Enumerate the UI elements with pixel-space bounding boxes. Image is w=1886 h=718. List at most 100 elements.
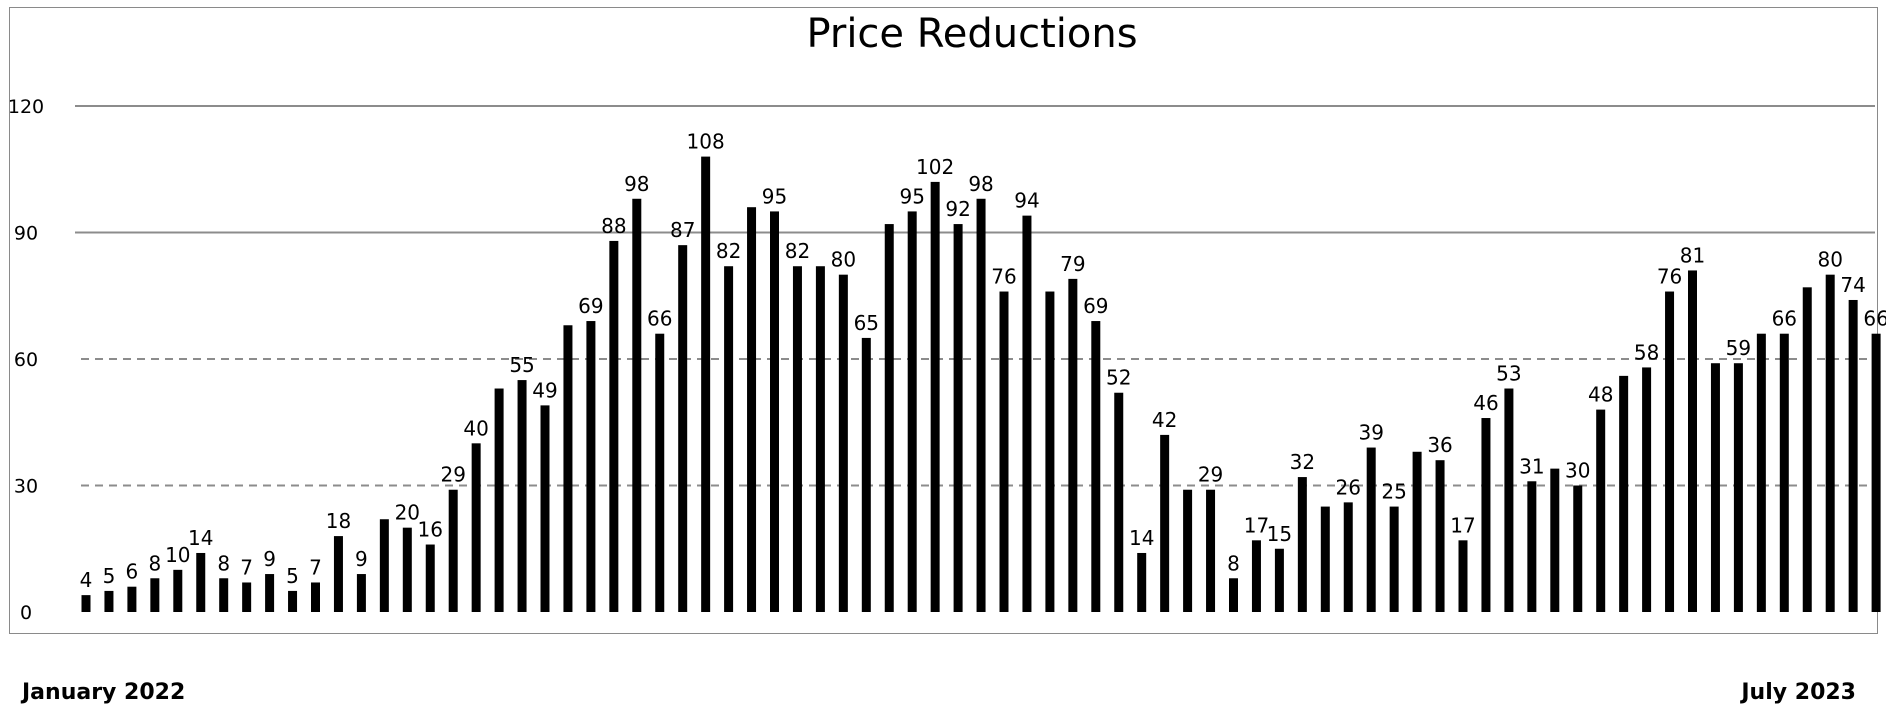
data-label: 87 xyxy=(670,218,695,242)
data-label: 8 xyxy=(148,551,161,575)
data-label: 95 xyxy=(762,184,787,208)
data-label: 30 xyxy=(1565,459,1590,483)
bar xyxy=(517,380,527,612)
data-label: 76 xyxy=(1657,265,1682,289)
bar xyxy=(242,582,252,612)
bar xyxy=(563,325,573,612)
data-label: 26 xyxy=(1336,475,1361,499)
bar xyxy=(1481,418,1491,612)
bar xyxy=(1297,477,1307,612)
bar xyxy=(724,266,734,612)
data-label: 10 xyxy=(165,543,190,567)
data-label: 66 xyxy=(1772,307,1797,331)
data-label: 82 xyxy=(716,239,741,263)
data-label: 76 xyxy=(991,265,1016,289)
data-label: 80 xyxy=(831,248,856,272)
data-label: 98 xyxy=(968,172,993,196)
bar xyxy=(1665,291,1675,612)
data-label: 52 xyxy=(1106,366,1131,390)
data-label: 8 xyxy=(217,551,230,575)
chart-title: Price Reductions xyxy=(806,11,1137,57)
data-label: 66 xyxy=(647,307,672,331)
bar xyxy=(1114,392,1124,612)
data-label: 42 xyxy=(1152,408,1177,432)
bar xyxy=(1848,299,1858,612)
data-label: 108 xyxy=(687,130,725,154)
bar xyxy=(701,156,711,612)
bar xyxy=(1710,363,1720,612)
bar xyxy=(838,274,848,612)
data-label: 15 xyxy=(1267,522,1292,546)
bar xyxy=(861,337,871,612)
y-tick-label: 0 xyxy=(20,602,32,624)
bar xyxy=(1229,578,1238,612)
data-label: 8 xyxy=(1227,551,1240,575)
bar xyxy=(1320,506,1330,612)
data-label: 69 xyxy=(578,294,603,318)
bar xyxy=(907,211,917,613)
bar xyxy=(609,240,619,612)
data-label: 53 xyxy=(1496,362,1521,386)
bar xyxy=(104,590,114,612)
bar xyxy=(1642,367,1652,612)
data-label: 9 xyxy=(355,547,368,571)
bar xyxy=(1802,287,1812,612)
y-tick-label: 120 xyxy=(8,96,44,118)
bar xyxy=(540,405,550,612)
data-label: 48 xyxy=(1588,383,1613,407)
bar xyxy=(1068,278,1078,612)
data-label: 7 xyxy=(309,555,322,579)
bar xyxy=(678,245,688,612)
data-label: 80 xyxy=(1817,248,1842,272)
data-label: 9 xyxy=(263,547,276,571)
data-label: 4 xyxy=(80,568,93,592)
data-label: 20 xyxy=(395,501,420,525)
data-label: 14 xyxy=(1129,526,1154,550)
bars xyxy=(81,156,1881,613)
bar xyxy=(448,489,458,612)
bar xyxy=(655,333,665,612)
data-label: 31 xyxy=(1519,454,1544,478)
bar xyxy=(1366,447,1376,612)
bar xyxy=(1458,540,1468,612)
bar xyxy=(425,544,435,612)
bar xyxy=(402,527,412,612)
end-date-label: July 2023 xyxy=(1741,680,1856,705)
bar xyxy=(288,590,298,612)
data-label: 29 xyxy=(440,463,465,487)
data-label: 74 xyxy=(1840,273,1865,297)
data-label: 65 xyxy=(854,311,879,335)
bar xyxy=(1527,481,1537,612)
bar xyxy=(1756,333,1766,612)
data-label: 81 xyxy=(1680,243,1705,267)
data-label: 88 xyxy=(601,214,626,238)
bar xyxy=(494,388,504,612)
data-label: 6 xyxy=(126,560,139,584)
data-label: 25 xyxy=(1381,480,1406,504)
bar xyxy=(173,569,183,612)
bar xyxy=(1435,460,1445,612)
data-label: 46 xyxy=(1473,391,1498,415)
data-label: 5 xyxy=(286,564,299,588)
y-tick-label: 30 xyxy=(14,476,38,498)
bar xyxy=(1825,274,1835,612)
bar xyxy=(770,211,779,613)
data-label: 55 xyxy=(509,353,534,377)
data-label: 58 xyxy=(1634,340,1659,364)
data-label: 98 xyxy=(624,172,649,196)
data-label: 66 xyxy=(1863,307,1886,331)
bar xyxy=(196,552,206,612)
data-label: 18 xyxy=(326,509,351,533)
bar xyxy=(1389,506,1399,612)
y-tick-label: 60 xyxy=(14,349,38,371)
bar xyxy=(632,198,642,612)
data-label: 79 xyxy=(1060,252,1085,276)
bar xyxy=(356,574,366,612)
bar xyxy=(379,519,389,612)
data-label: 49 xyxy=(532,378,557,402)
bar xyxy=(1573,485,1583,612)
bar xyxy=(1206,489,1216,612)
data-label: 102 xyxy=(916,155,954,179)
